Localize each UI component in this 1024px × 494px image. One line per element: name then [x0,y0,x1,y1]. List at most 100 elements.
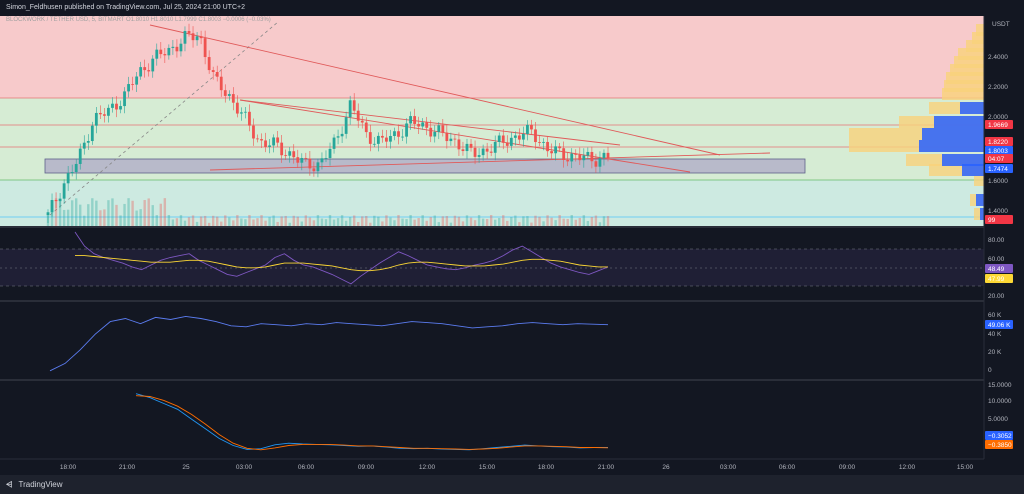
volume-bar [590,217,594,226]
candle-body [187,30,191,34]
candle-body [292,151,296,158]
volume-profile-bar [976,24,984,36]
volume-bar [163,198,167,226]
candle-body [155,49,159,59]
volume-bar [95,200,98,226]
volume-bar [320,218,324,226]
volume-bar [175,218,179,226]
candle-body [397,131,400,137]
candle-body [191,33,195,41]
volume-bar [292,215,295,226]
dashed-trendline[interactable] [49,21,279,216]
volume-bar [332,219,336,226]
candle-body [413,116,417,124]
candle-body [441,125,445,133]
candle-body [280,142,284,156]
support-box[interactable] [44,158,806,174]
volume-profile [849,24,984,220]
volume-bar [272,215,275,226]
candle-body [493,141,497,153]
volume-bar [373,215,376,226]
time-tick: 21:00 [119,464,136,471]
volume-bar [485,219,489,226]
volume-bar [401,218,404,226]
brand-label[interactable]: TradingView [18,480,63,489]
candle-body [385,137,388,142]
volume-bar [510,217,513,226]
rsi-line[interactable] [74,231,609,285]
price-tag-label: 1.8220 [988,139,1008,146]
volume-bar [308,217,312,226]
macd-tick: 10.0000 [988,398,1012,405]
candle-body [566,159,570,162]
macd-line[interactable] [135,393,608,451]
candle-body [372,143,376,145]
volume-bar [151,205,154,226]
macd-tag [985,431,1013,440]
candle-body [171,46,175,48]
time-ticks: 18:00 21:00 25 03:00 06:00 09:00 12:00 15:00 18:… [60,464,974,471]
macd-tag-label: −0.3850 [988,442,1012,449]
candle-body [324,157,328,159]
candle-body [163,54,167,56]
volume-bar [530,222,533,226]
volume-profile-bar [962,164,984,176]
volume-bar [75,198,78,226]
volume-bar [268,217,271,226]
candle-body [429,127,433,137]
candle-body [364,122,368,133]
candle-body [590,151,594,162]
volume-bar [304,215,308,226]
price-tick: 1.6000 [988,178,1008,185]
volume-bar [70,200,74,226]
volume-bar [179,215,183,226]
volume-bar [546,215,549,226]
time-tick: 12:00 [419,464,436,471]
volume-bar [433,215,436,226]
volume-bar [187,217,191,226]
candle-body [558,146,562,149]
candle-body [360,120,364,123]
macd-tick: 15.0000 [988,382,1012,389]
candle-body [115,103,118,110]
volume-profile-bar [974,174,984,186]
descending-trendline[interactable] [149,24,721,156]
time-axis[interactable] [0,459,984,475]
candles [46,23,610,223]
price-axis[interactable] [984,16,1024,459]
descending-trendline-2[interactable] [239,99,691,173]
volume-bar [365,216,368,226]
volume-bar [103,209,106,226]
volume-bar [216,216,219,226]
candle-body [86,141,90,143]
time-tick: 09:00 [839,464,856,471]
volume-bar [284,215,287,226]
rsi-ma-line[interactable] [75,255,608,272]
volume-bar [264,220,267,226]
macd-tag [985,440,1013,449]
volume-profile-bar [942,154,984,166]
price-tag-label: 1.9669 [988,122,1008,129]
descending-trendline-3[interactable] [239,99,621,146]
candle-body [425,122,429,128]
candle-body [316,162,320,172]
signal-line[interactable] [135,395,609,451]
obv-tick: 0 [988,367,992,374]
volume-bar [228,217,231,226]
candle-body [521,133,525,140]
candle-body [147,70,151,72]
price-tag [985,215,1013,224]
tradingview-logo-icon[interactable]: ⩤ [6,480,13,489]
time-tick: 15:00 [957,464,974,471]
ascending-trendline[interactable] [209,152,771,171]
volume-bar [381,221,384,226]
obv-line[interactable] [49,315,609,372]
volume-bar [369,222,372,226]
volume-profile-bar [974,208,984,220]
candle-body [175,46,179,52]
candle-body [119,106,122,110]
volume-bar [469,217,473,226]
volume-bar [159,203,163,226]
volume-bar [389,217,392,226]
